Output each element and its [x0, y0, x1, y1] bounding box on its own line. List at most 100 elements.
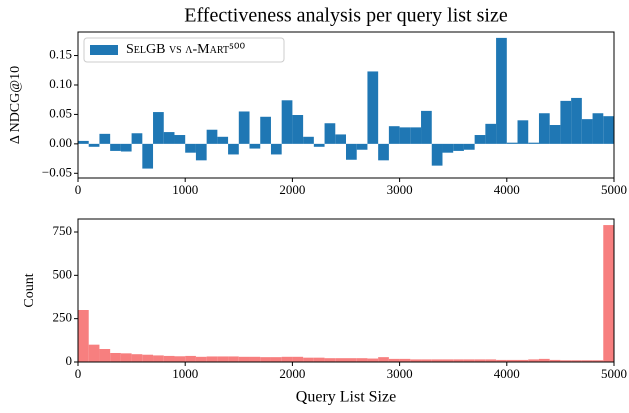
bar: [120, 353, 132, 362]
y-tick-label: 0.15: [49, 47, 72, 62]
y-tick-label: 0.10: [49, 76, 72, 91]
y-tick-label: 500: [53, 266, 73, 281]
y-axis-label: Count: [22, 273, 37, 307]
bar: [581, 119, 593, 144]
bar: [506, 359, 518, 362]
bar: [603, 225, 614, 362]
bar: [174, 356, 186, 362]
bar: [206, 356, 218, 362]
bar: [174, 135, 186, 144]
x-tick-label: 3000: [387, 366, 413, 381]
bar: [238, 356, 250, 362]
y-tick-label: 750: [53, 223, 73, 238]
plot-frame: [77, 31, 615, 179]
legend-label: SelGB vs λ-Mart⁵⁰⁰: [126, 42, 245, 57]
x-axis-label: Query List Size: [296, 389, 396, 406]
bar: [356, 358, 368, 362]
x-tick-label: 4000: [494, 366, 520, 381]
bar: [270, 357, 282, 362]
bar: [260, 357, 271, 362]
bar: [88, 143, 100, 147]
bar: [538, 113, 550, 144]
bar: [388, 126, 400, 144]
y-axis-label: Δ NDCG@10: [8, 66, 23, 144]
bar: [388, 358, 400, 362]
x-tick-label: 5000: [601, 182, 627, 197]
bar: [571, 97, 582, 144]
y-tick-label: 0.00: [49, 135, 72, 150]
bar: [517, 120, 529, 144]
bar: [474, 135, 486, 144]
y-tick-label: 250: [53, 310, 73, 325]
bar: [431, 143, 443, 166]
bar: [238, 111, 250, 144]
bar: [442, 359, 454, 362]
bar: [592, 113, 604, 144]
bar: [442, 143, 454, 153]
bar: [110, 352, 121, 362]
bar: [431, 359, 443, 362]
legend-frame: [83, 37, 285, 63]
bar: [249, 356, 261, 362]
bar: [249, 143, 261, 149]
x-tick-label: 3000: [387, 182, 413, 197]
bar: [142, 354, 154, 362]
bar: [131, 133, 143, 144]
bar: [228, 143, 239, 155]
bar: [517, 359, 529, 362]
bar: [538, 358, 550, 362]
bar: [195, 143, 207, 161]
bar: [496, 359, 507, 362]
bar: [142, 143, 154, 169]
bar: [378, 143, 389, 161]
legend: SelGB vs λ-Mart⁵⁰⁰: [83, 37, 285, 63]
y-tick-label: −0.05: [42, 164, 72, 179]
bar: [603, 116, 614, 144]
x-tick-label: 2000: [279, 182, 305, 197]
bar: [581, 360, 593, 362]
bar: [270, 143, 282, 155]
bar: [506, 142, 518, 144]
bar: [346, 143, 357, 160]
bar: [421, 359, 432, 362]
x-tick-label: 1000: [172, 182, 198, 197]
bar: [356, 143, 368, 150]
bar: [592, 360, 604, 362]
bar: [421, 110, 432, 144]
bar: [99, 133, 111, 144]
x-tick-label: 0: [75, 182, 82, 197]
bar: [463, 359, 475, 362]
bar: [88, 344, 100, 362]
bar: [560, 100, 572, 144]
bar: [560, 360, 572, 362]
bar: [110, 143, 121, 151]
y-tick-label: 0.05: [49, 105, 72, 120]
bar: [453, 359, 464, 362]
x-tick-label: 0: [75, 366, 82, 381]
x-tick-label: 2000: [279, 366, 305, 381]
bar: [292, 115, 304, 144]
x-tick-label: 5000: [601, 366, 627, 381]
bar: [303, 357, 314, 362]
bar: [228, 356, 239, 362]
x-tick-label: 1000: [172, 366, 198, 381]
bar: [335, 134, 346, 144]
bar: [463, 143, 475, 150]
bar: [163, 132, 175, 144]
bar: [474, 359, 486, 362]
bar: [217, 356, 229, 362]
bar: [346, 358, 357, 362]
bar: [303, 136, 314, 144]
bar: [185, 355, 196, 362]
bar: [549, 359, 561, 362]
bar: [292, 356, 304, 362]
bar: [313, 357, 325, 362]
bar: [131, 354, 143, 362]
bar: [528, 142, 539, 144]
bar: [153, 112, 164, 144]
bar: [78, 140, 89, 144]
bar: [99, 349, 111, 362]
bar: [571, 360, 582, 362]
bar: [120, 143, 132, 152]
